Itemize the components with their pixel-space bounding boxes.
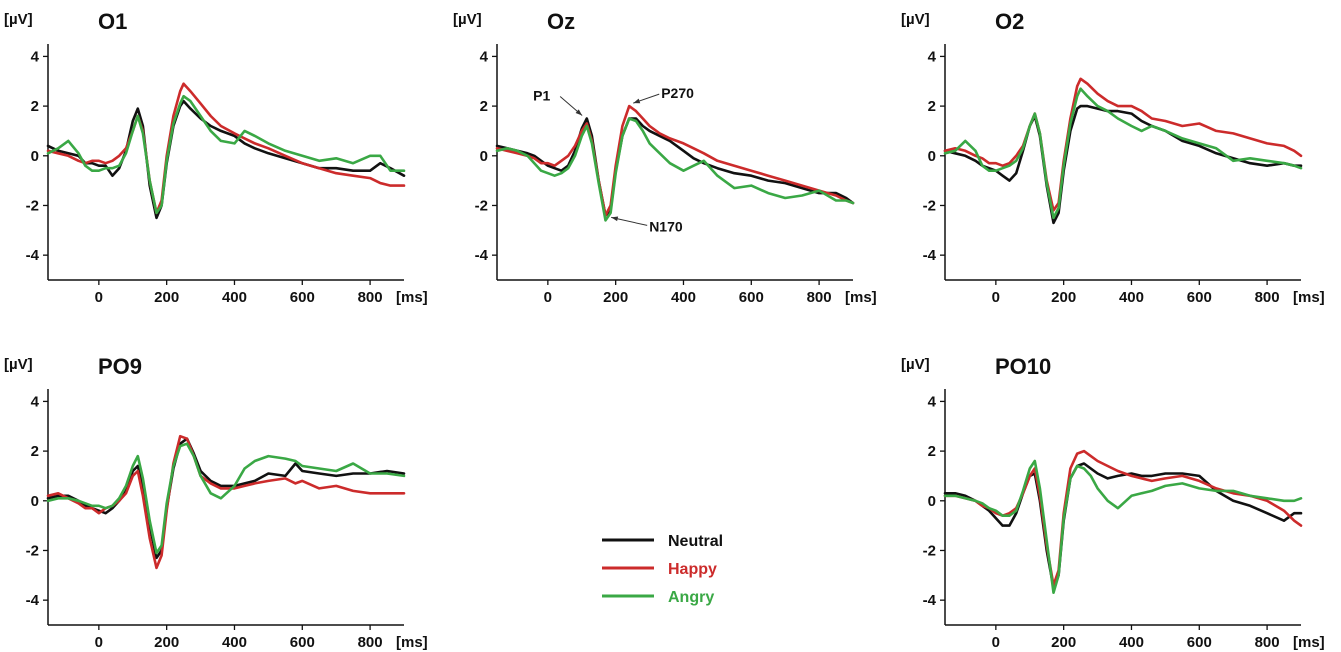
annotation-arrowhead-p270 <box>633 98 641 104</box>
y-tick-label: 4 <box>31 393 40 410</box>
x-tick-label: 200 <box>1051 634 1076 651</box>
y-tick-label: -2 <box>26 542 39 559</box>
x-tick-label: 600 <box>290 289 315 306</box>
legend: Neutral Happy Angry <box>602 533 723 606</box>
y-tick-label: 2 <box>31 443 39 460</box>
panel-title: O2 <box>995 9 1024 34</box>
x-tick-label: 200 <box>154 289 179 306</box>
series-line-neutral <box>46 437 406 560</box>
y-tick-label: 2 <box>31 98 39 115</box>
annotation-label-p1: P1 <box>533 88 550 104</box>
y-tick-label: 4 <box>31 48 40 65</box>
y-tick-label: 2 <box>928 98 936 115</box>
x-tick-label: 400 <box>222 634 247 651</box>
y-tick-label: 0 <box>928 493 936 510</box>
x-tick-label: 800 <box>1255 634 1280 651</box>
panel-title: PO9 <box>98 354 142 379</box>
y-tick-label: -4 <box>923 592 937 609</box>
y-unit-label: [µV] <box>901 356 930 373</box>
y-tick-label: 0 <box>480 148 488 165</box>
panel-o1: 4 2 0 -2 -4 0 200 400 600 800 [ms] [µV] O1 <box>4 9 428 306</box>
x-tick-label: 600 <box>290 634 315 651</box>
series-line-angry <box>943 459 1303 595</box>
y-unit-label: [µV] <box>901 11 930 28</box>
x-tick-label: 400 <box>671 289 696 306</box>
x-tick-label: 0 <box>992 634 1000 651</box>
series-line-angry <box>46 442 406 555</box>
y-tick-label: -2 <box>26 197 39 214</box>
panel-po10: 4 2 0 -2 -4 0 200 400 600 800 [ms] [µV] PO10 <box>901 354 1325 651</box>
annotation-arrowhead-p1 <box>575 109 583 116</box>
x-unit-label: [ms] <box>396 289 428 306</box>
y-tick-label: 4 <box>480 48 489 65</box>
y-tick-label: 2 <box>480 98 488 115</box>
x-tick-label: 0 <box>992 289 1000 306</box>
y-unit-label: [µV] <box>4 11 33 28</box>
x-unit-label: [ms] <box>396 634 428 651</box>
x-tick-label: 800 <box>358 289 383 306</box>
y-tick-label: 4 <box>928 48 937 65</box>
y-tick-label: -4 <box>475 247 489 264</box>
x-unit-label: [ms] <box>1293 634 1325 651</box>
y-unit-label: [µV] <box>4 356 33 373</box>
y-tick-label: -4 <box>26 247 40 264</box>
series-line-happy <box>46 434 406 570</box>
series-line-angry <box>943 87 1303 220</box>
y-tick-label: 0 <box>31 493 39 510</box>
x-tick-label: 400 <box>1119 289 1144 306</box>
series-line-happy <box>495 104 855 217</box>
x-tick-label: 0 <box>544 289 552 306</box>
x-tick-label: 400 <box>222 289 247 306</box>
y-tick-label: -4 <box>923 247 937 264</box>
x-tick-label: 600 <box>1187 289 1212 306</box>
x-tick-label: 600 <box>739 289 764 306</box>
x-tick-label: 200 <box>1051 289 1076 306</box>
x-tick-label: 800 <box>358 634 383 651</box>
y-tick-label: 2 <box>928 443 936 460</box>
x-tick-label: 200 <box>154 634 179 651</box>
y-tick-label: 4 <box>928 393 937 410</box>
panel-title: O1 <box>98 9 127 34</box>
y-tick-label: -4 <box>26 592 40 609</box>
panel-po9: 4 2 0 -2 -4 0 200 400 600 800 [ms] [µV] PO9 <box>4 354 428 651</box>
y-tick-label: -2 <box>923 197 936 214</box>
series-line-neutral <box>46 99 406 220</box>
x-unit-label: [ms] <box>845 289 877 306</box>
legend-label-angry: Angry <box>668 589 714 606</box>
panel-title: Oz <box>547 9 575 34</box>
legend-label-neutral: Neutral <box>668 533 723 550</box>
x-tick-label: 800 <box>807 289 832 306</box>
y-unit-label: [µV] <box>453 11 482 28</box>
series-line-happy <box>46 82 406 215</box>
y-tick-label: 0 <box>31 148 39 165</box>
annotation-arrowhead-n170 <box>611 216 619 222</box>
series-line-happy <box>943 449 1303 587</box>
panel-oz: 4 2 0 -2 -4 0 200 400 600 800 [ms] [µV] Oz P1 P270 N170 <box>453 9 877 306</box>
y-tick-label: -2 <box>475 197 488 214</box>
series-line-neutral <box>943 462 1303 590</box>
annotation-label-n170: N170 <box>649 218 683 234</box>
series-line-angry <box>495 117 855 222</box>
series-line-happy <box>943 77 1303 212</box>
x-tick-label: 200 <box>603 289 628 306</box>
panel-o2: 4 2 0 -2 -4 0 200 400 600 800 [ms] [µV] O2 <box>901 9 1325 306</box>
x-tick-label: 0 <box>95 634 103 651</box>
series-line-angry <box>46 94 406 215</box>
panel-title: PO10 <box>995 354 1051 379</box>
legend-label-happy: Happy <box>668 561 717 578</box>
x-tick-label: 0 <box>95 289 103 306</box>
x-unit-label: [ms] <box>1293 289 1325 306</box>
x-tick-label: 400 <box>1119 634 1144 651</box>
annotation-label-p270: P270 <box>661 85 694 101</box>
x-tick-label: 600 <box>1187 634 1212 651</box>
y-tick-label: -2 <box>923 542 936 559</box>
y-tick-label: 0 <box>928 148 936 165</box>
x-tick-label: 800 <box>1255 289 1280 306</box>
